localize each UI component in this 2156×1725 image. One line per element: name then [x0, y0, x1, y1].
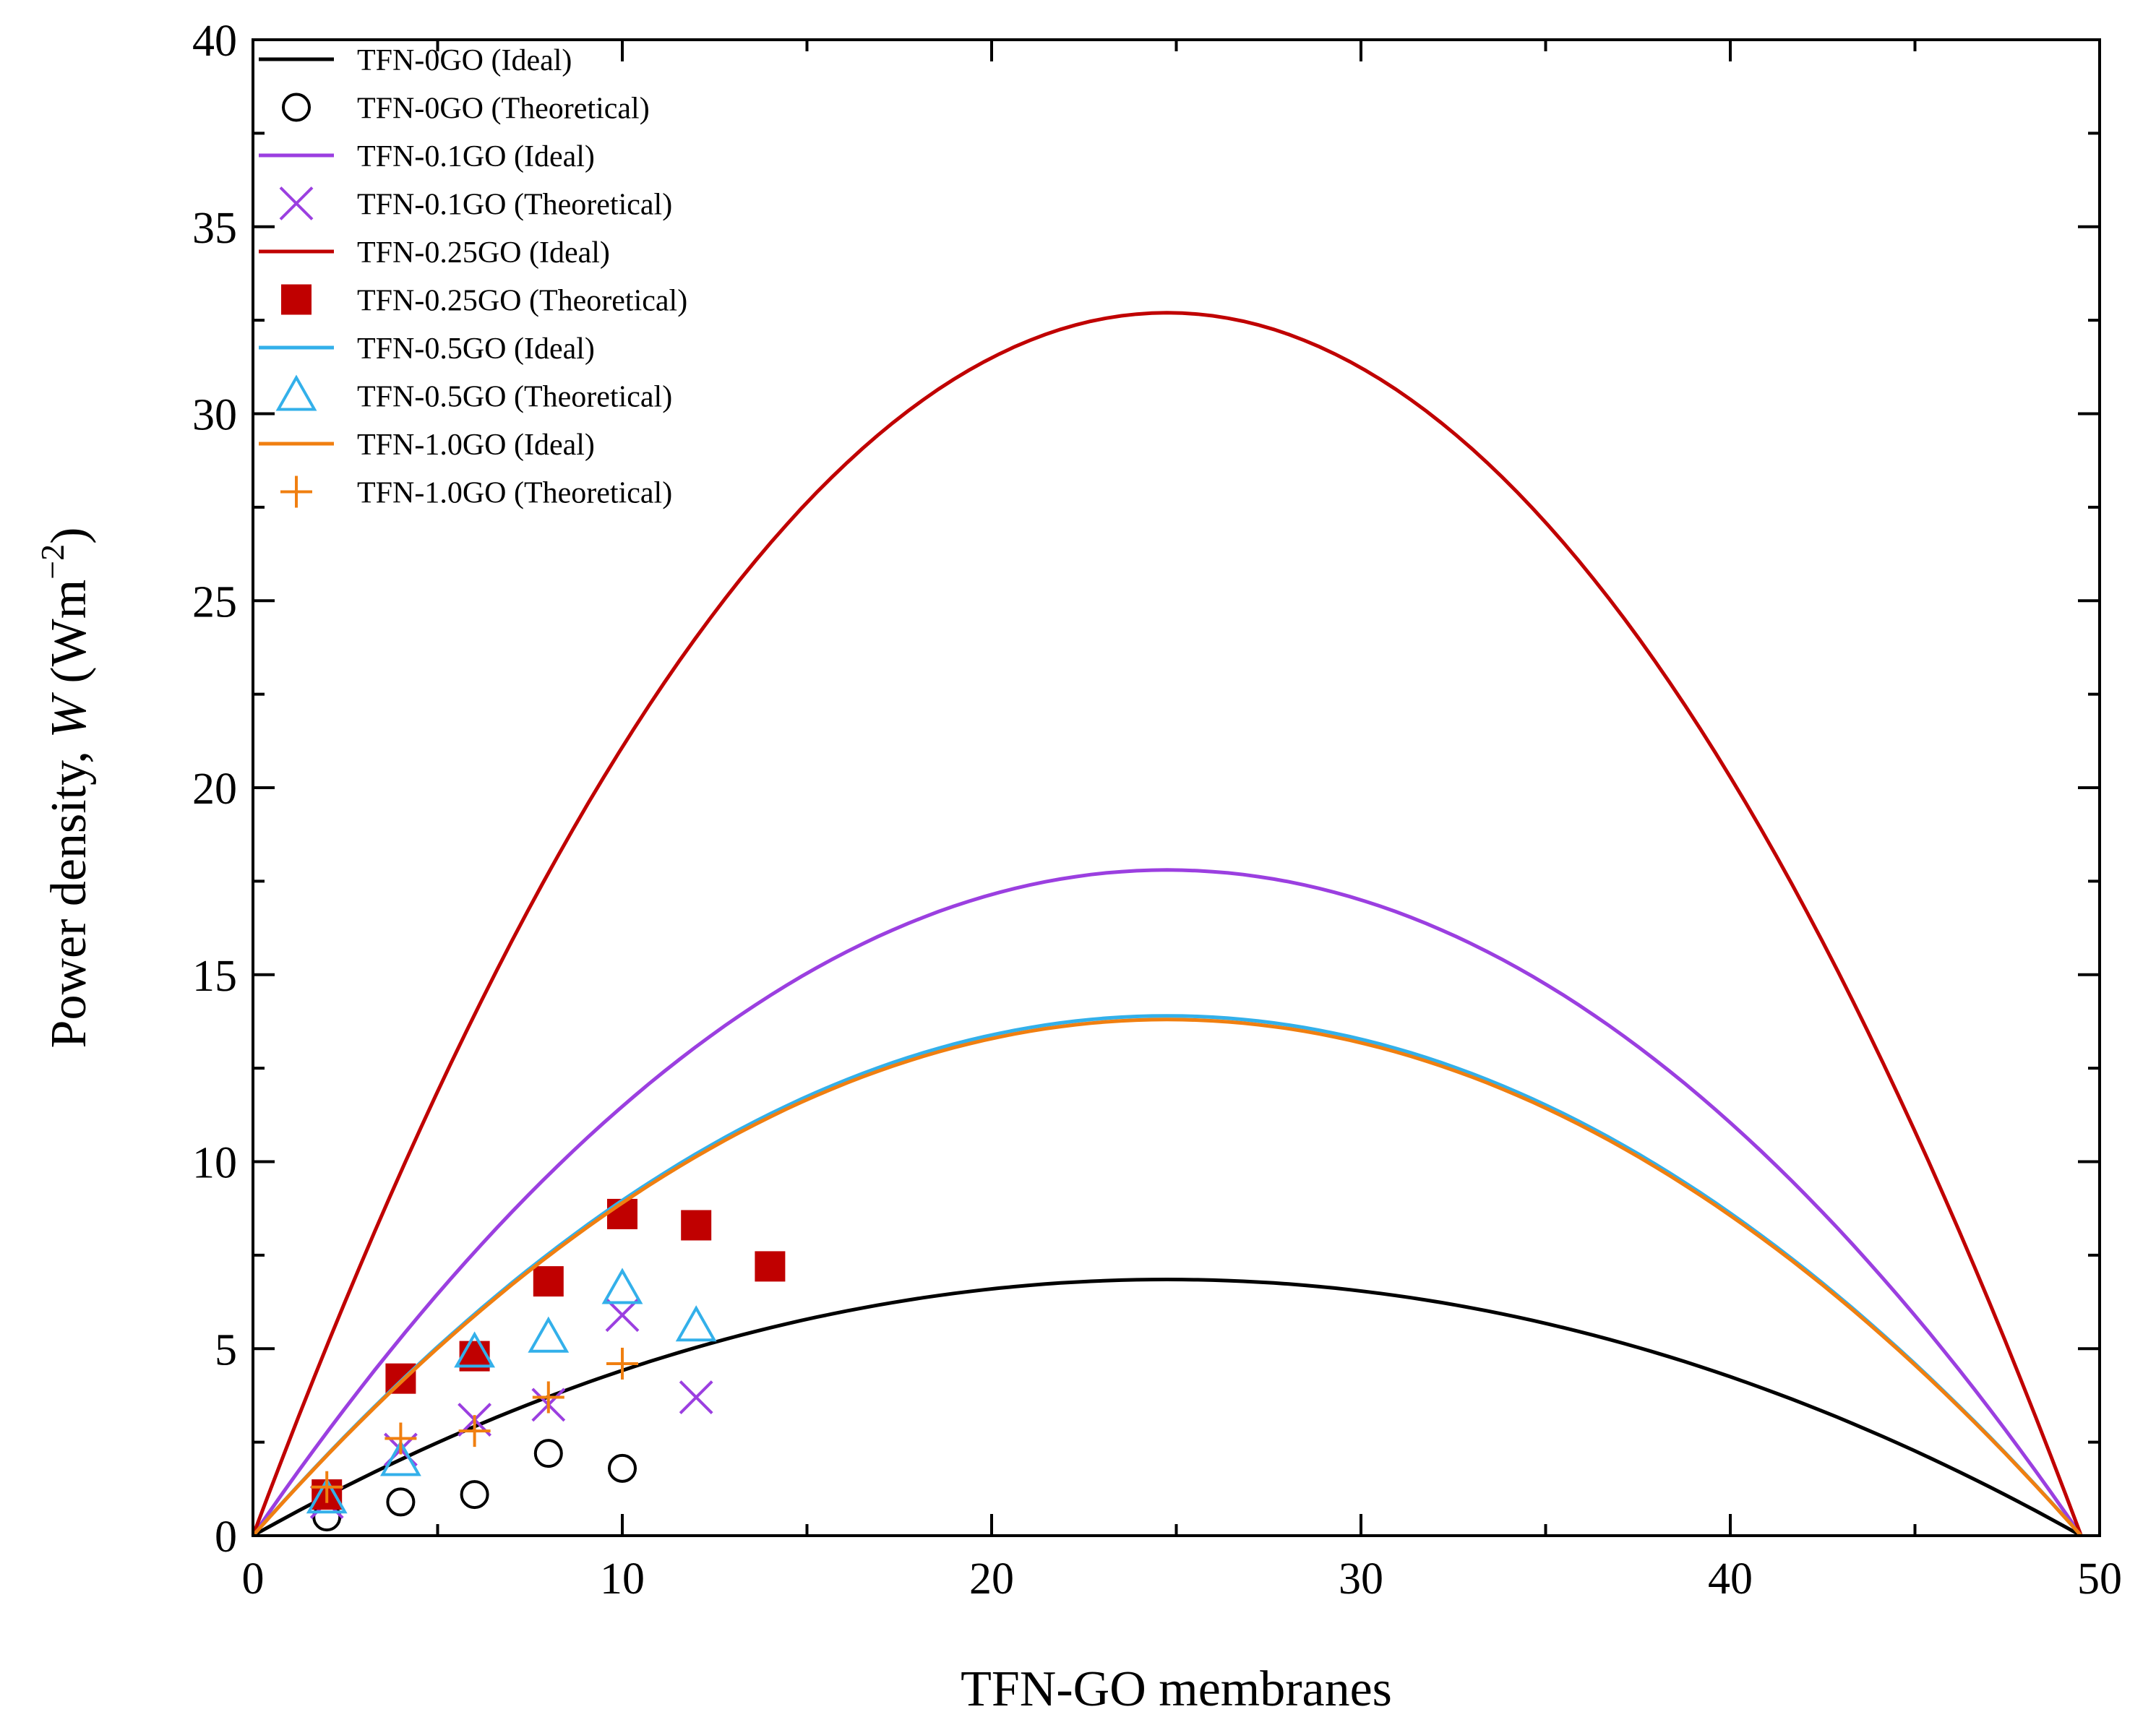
- series-3-point-4-stroke-b: [605, 1298, 640, 1333]
- axes: 0 10 20 30 40 50 0 5 10 15 20 25 30 35 40: [192, 17, 2122, 1604]
- legend-swatch-3: [279, 186, 314, 220]
- y-tick-label-5: 25: [192, 577, 237, 627]
- series-line-0: [252, 1277, 2082, 1538]
- series-1-point-4: [608, 1453, 637, 1483]
- series-1-point-1: [386, 1487, 416, 1517]
- legend-label-3: TFN-0.1GO (Theoretical): [357, 189, 672, 222]
- series-7-point-4: [601, 1268, 643, 1304]
- y-axis-title-symbol: W: [41, 692, 97, 738]
- series-7-point-1: [379, 1440, 421, 1476]
- x-tick-label-1: 10: [600, 1554, 645, 1604]
- legend-swatch-3-stroke-b: [279, 186, 314, 220]
- y-tick-label-7: 35: [192, 204, 237, 253]
- series-9-point-3: [532, 1381, 564, 1414]
- x-tick-label-4: 40: [1708, 1554, 1753, 1604]
- y-tick-label-0: 0: [215, 1513, 237, 1562]
- series-line-2: [251, 868, 2083, 1537]
- legend-label-0: TFN-0GO (Ideal): [357, 44, 572, 77]
- series-1-point-2: [460, 1480, 489, 1510]
- plot-area: [251, 311, 2083, 1538]
- legend-label-2: TFN-0.1GO (Ideal): [357, 140, 595, 173]
- legend-label-9: TFN-1.0GO (Theoretical): [357, 477, 672, 510]
- legend: TFN-0GO (Ideal) TFN-0GO (Theoretical) TFN-…: [259, 44, 687, 510]
- series-3-point-5: [679, 1380, 713, 1414]
- legend-label-5: TFN-0.25GO (Theoretical): [357, 285, 687, 318]
- series-9-point-4: [606, 1347, 638, 1380]
- y-tick-label-2: 10: [192, 1139, 237, 1188]
- y-axis-title-superscript: −2: [34, 544, 71, 580]
- legend-swatch-5: [281, 284, 312, 315]
- series-5-point-3: [533, 1266, 564, 1297]
- series-line-6: [252, 1014, 2083, 1537]
- series-5-point-6: [755, 1251, 786, 1282]
- x-axis-title: TFN-GO membranes: [961, 1661, 1392, 1717]
- legend-label-1: TFN-0GO (Theoretical): [357, 93, 650, 126]
- series-5-point-5: [681, 1210, 712, 1241]
- series-7-point-5: [675, 1305, 717, 1342]
- series-7-point-3: [528, 1316, 570, 1353]
- y-axis-title: Power density, W (Wm−2): [34, 528, 97, 1049]
- y-tick-label-8: 40: [192, 17, 237, 66]
- series-9-point-1: [385, 1422, 417, 1455]
- y-tick-label-4: 20: [192, 765, 237, 814]
- y-axis-title-unit-close: ): [41, 528, 97, 544]
- legend-swatch-1: [282, 93, 311, 122]
- series-3-point-4: [605, 1298, 640, 1333]
- y-axis-title-prefix: Power density,: [41, 738, 97, 1048]
- series-line-8: [252, 1018, 2083, 1537]
- x-tick-label-5: 50: [2077, 1554, 2122, 1604]
- legend-swatch-9: [280, 476, 312, 508]
- y-tick-label-3: 15: [192, 952, 237, 1001]
- series-3-point-5-stroke-b: [679, 1380, 713, 1414]
- legend-label-6: TFN-0.5GO (Ideal): [357, 332, 595, 366]
- series-9-point-2: [458, 1415, 491, 1447]
- series-1-point-3: [533, 1439, 563, 1468]
- y-axis-title-unit: (Wm: [41, 580, 97, 696]
- x-tick-label-2: 20: [969, 1554, 1014, 1604]
- y-tick-label-6: 30: [192, 391, 237, 440]
- series-7-point-2: [454, 1331, 496, 1368]
- series-7-point-0: [306, 1477, 348, 1514]
- legend-label-7: TFN-0.5GO (Theoretical): [357, 381, 672, 414]
- series-9-point-0: [311, 1471, 343, 1503]
- x-tick-label-0: 0: [242, 1554, 265, 1604]
- x-tick-label-3: 30: [1339, 1554, 1383, 1604]
- legend-label-8: TFN-1.0GO (Ideal): [357, 429, 595, 462]
- y-tick-label-1: 5: [215, 1325, 237, 1375]
- series-line-4: [251, 311, 2083, 1536]
- legend-label-4: TFN-0.25GO (Ideal): [357, 236, 610, 270]
- legend-swatch-7: [275, 374, 317, 411]
